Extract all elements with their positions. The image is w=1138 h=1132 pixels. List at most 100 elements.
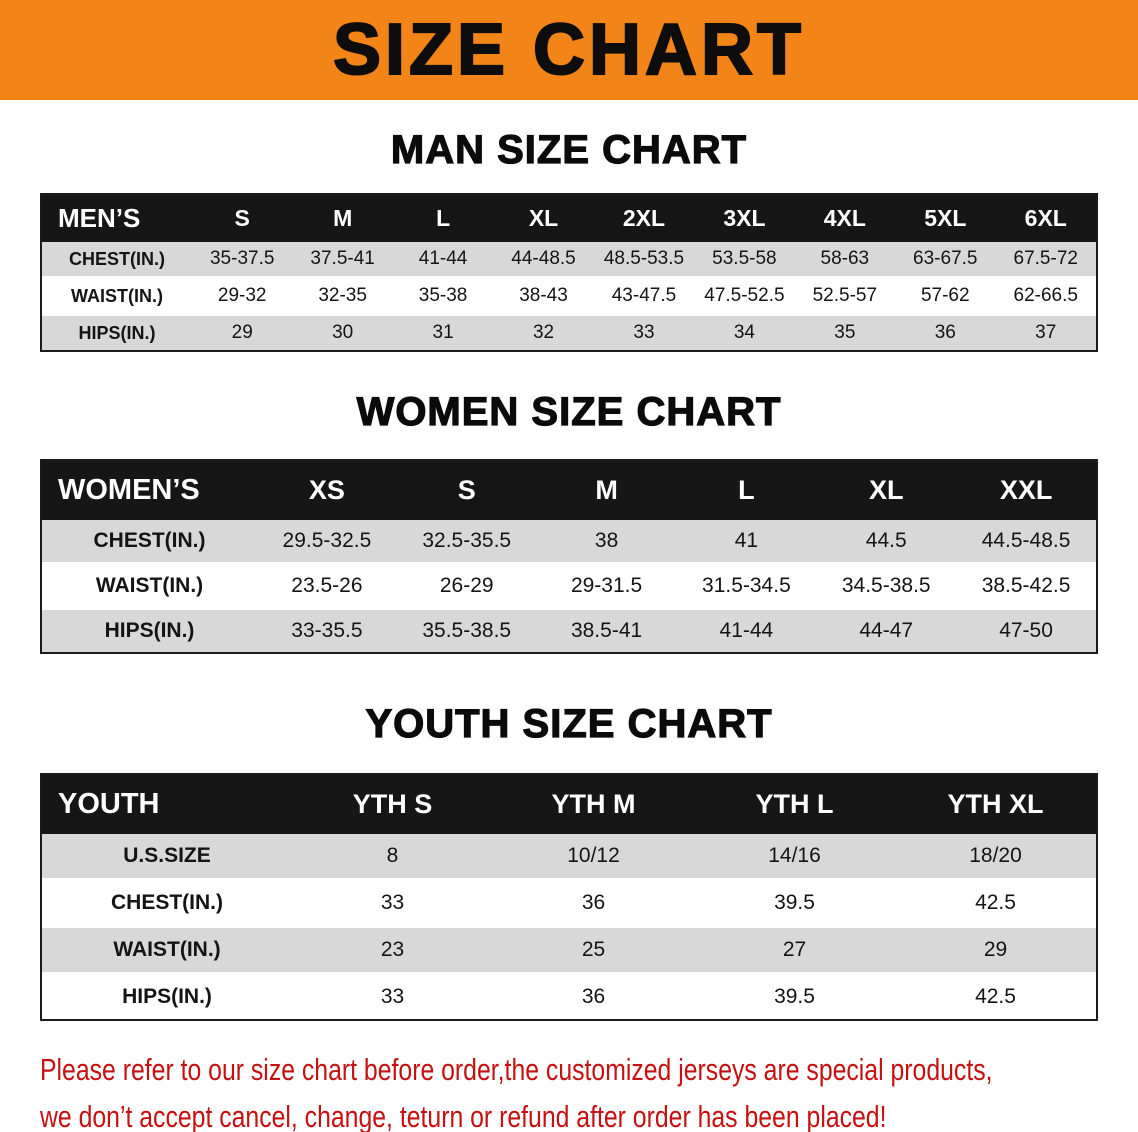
header-row: MEN’S S M L XL 2XL 3XL 4XL 5XL 6XL [42,195,1096,242]
value-cell: 32-35 [292,279,393,316]
size-header-cell: 4XL [794,195,896,242]
value-cell: 44-47 [859,619,914,642]
row-label-cell: CHEST(IN.) [42,881,292,928]
size-header-cell: 6XL [995,195,1096,242]
size-header-cell: S [396,461,537,520]
value-cell: 26-29 [396,565,537,610]
value-cell: 41-44 [719,619,774,642]
value-cell: 37 [1035,322,1057,343]
size-header-cell: XS [257,461,397,520]
value-cell: 38.5-42.5 [956,565,1096,610]
value-cell: 52.5-57 [794,279,896,316]
value-cell: 38 [536,520,677,565]
size-header-cell: YTH XL [895,775,1096,834]
value-cell: 47-50 [999,619,1053,642]
banner: SIZE CHART [0,0,1138,100]
value-cell: 57-62 [895,279,996,316]
table-title-cell: WOMEN’S [42,461,257,520]
men-size-table: MEN’S S M L XL 2XL 3XL 4XL 5XL 6XL CHEST(IN.) 35-37… [40,193,1098,352]
value-cell: 38-43 [493,279,594,316]
size-header-cell: L [676,461,817,520]
value-cell: 33 [633,322,655,343]
value-cell: 34.5-38.5 [816,565,957,610]
value-cell: 38.5-41 [570,619,643,642]
value-cell: 31.5-34.5 [676,565,817,610]
youth-section: YOUTH SIZE CHART YOUTH YTH S YTH M YTH L YTH… [0,701,1138,1021]
women-section-heading: WOMEN SIZE CHART [356,389,782,434]
value-cell: 33 [292,881,493,928]
size-header-cell: L [392,195,494,242]
value-cell: 53.5-58 [694,242,795,279]
value-cell: 8 [292,834,493,881]
value-cell: 43-47.5 [593,279,695,316]
size-header-cell: YTH M [493,775,694,834]
value-cell: 29-31.5 [536,565,677,610]
value-cell: 48.5-53.5 [593,242,695,279]
value-cell: 35.5-38.5 [422,619,512,642]
youth-section-heading: YOUTH SIZE CHART [365,701,773,746]
value-cell: 25 [493,928,694,975]
value-cell: 31 [432,322,454,343]
value-cell: 35 [834,322,856,343]
value-cell: 63-67.5 [895,242,996,279]
size-header-cell: M [292,195,393,242]
measurement-row: HIPS(IN.) 33-35.5 35.5-38.5 38.5-41 41-44 44-… [42,610,1096,652]
row-label-cell: HIPS(IN.) [104,619,195,642]
measurement-row: HIPS(IN.) 29 30 31 32 33 34 35 36 37 [42,316,1096,350]
value-cell: 27 [694,928,895,975]
value-cell: 34 [733,322,755,343]
value-cell: 29-32 [192,279,293,316]
value-cell: 62-66.5 [995,279,1096,316]
row-label-cell: WAIST(IN.) [42,279,192,316]
men-section-heading: MAN SIZE CHART [390,127,748,172]
value-cell: 44-48.5 [493,242,594,279]
size-header-cell: S [192,195,293,242]
measurement-row: WAIST(IN.) 23.5-26 26-29 29-31.5 31.5-34.5 34… [42,565,1096,610]
women-size-table: WOMEN’S XS S M L XL XXL CHEST(IN.) 29.5-32.5 32.5… [40,459,1098,654]
value-cell: 58-63 [794,242,896,279]
size-header-cell: 3XL [694,195,795,242]
size-header-cell: M [536,461,677,520]
value-cell: 29.5-32.5 [257,520,397,565]
row-label-cell: HIPS(IN.) [122,985,212,1008]
value-cell: 14/16 [694,834,895,881]
value-cell: 33 [380,985,405,1008]
value-cell: 36 [934,322,956,343]
size-header-cell: 2XL [593,195,695,242]
size-header-cell: YTH S [292,775,493,834]
header-row: WOMEN’S XS S M L XL XXL [42,461,1096,520]
size-header-cell: 5XL [895,195,996,242]
value-cell: 35-38 [392,279,494,316]
size-header-cell: XL [816,461,957,520]
value-cell: 10/12 [493,834,694,881]
value-cell: 23.5-26 [257,565,397,610]
row-label-cell: CHEST(IN.) [42,242,192,279]
value-cell: 37.5-41 [292,242,393,279]
row-label-cell: U.S.SIZE [42,834,292,881]
size-header-cell: XL [493,195,594,242]
table-title-cell: MEN’S [42,195,192,242]
value-cell: 30 [332,322,354,343]
measurement-row: WAIST(IN.) 29-32 32-35 35-38 38-43 43-47.5 47.… [42,279,1096,316]
measurement-row: CHEST(IN.) 33 36 39.5 42.5 [42,881,1096,928]
value-cell: 39.5 [694,881,895,928]
value-cell: 35-37.5 [192,242,293,279]
women-section: WOMEN SIZE CHART WOMEN’S XS S M L XL XXL CHEST(… [0,389,1138,654]
value-cell: 47.5-52.5 [694,279,795,316]
row-label-cell: HIPS(IN.) [78,322,156,343]
value-cell: 36 [493,881,694,928]
value-cell: 33-35.5 [291,619,363,642]
order-notice-line-2: we don’t accept cancel, change, teturn o… [40,1098,887,1132]
measurement-row: CHEST(IN.) 29.5-32.5 32.5-35.5 38 41 44.5 44.5… [42,520,1096,565]
value-cell: 44.5 [816,520,957,565]
header-row: YOUTH YTH S YTH M YTH L YTH XL [42,775,1096,834]
order-notice-line-1: Please refer to our size chart before or… [40,1052,993,1087]
value-cell: 41 [676,520,817,565]
size-header-cell: YTH L [694,775,895,834]
size-header-cell: XXL [956,461,1096,520]
value-cell: 39.5 [774,985,815,1008]
order-notice: Please refer to our size chart before or… [40,1047,1138,1132]
value-cell: 41-44 [392,242,494,279]
men-section: MAN SIZE CHART MEN’S S M L XL 2XL 3XL 4XL 5XL 6XL… [0,127,1138,352]
